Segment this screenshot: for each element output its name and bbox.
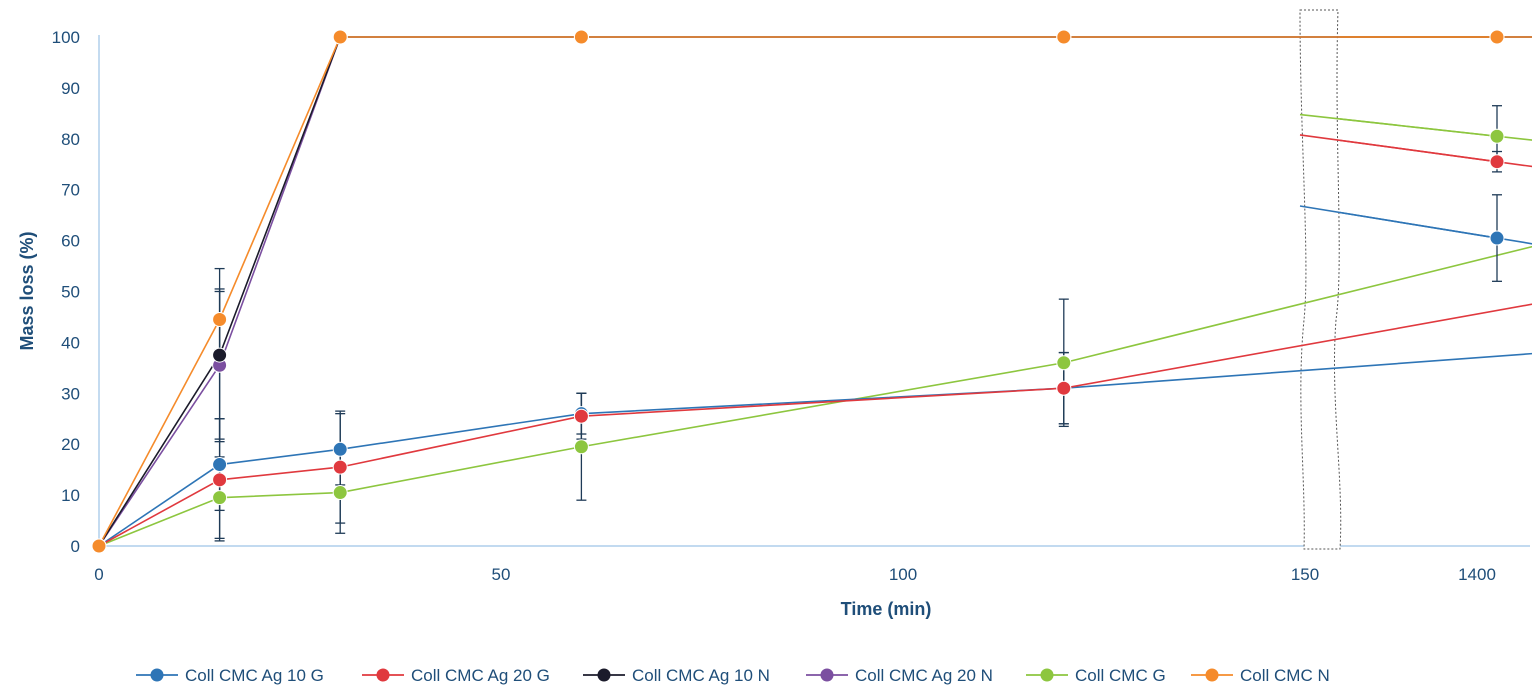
data-point — [1489, 29, 1505, 45]
data-point — [332, 441, 348, 457]
series-line-segment — [1339, 139, 1498, 163]
legend-marker — [150, 668, 164, 682]
legend-item: Coll CMC Ag 20 N — [806, 666, 993, 685]
data-point — [91, 538, 107, 554]
x-tick-labels: 0501001502002503001400 — [94, 565, 1496, 584]
data-points — [91, 29, 1505, 554]
legend-item: Coll CMC Ag 20 G — [362, 666, 550, 685]
legend-label: Coll CMC Ag 10 G — [185, 666, 324, 685]
series-line-segment — [1339, 211, 1498, 239]
y-tick-label: 10 — [61, 486, 80, 505]
legend-marker — [376, 668, 390, 682]
y-tick-label: 100 — [52, 28, 80, 47]
y-tick-label: 70 — [61, 181, 80, 200]
legend: Coll CMC Ag 10 G Coll CMC Ag 20 G Coll CMC… — [136, 666, 1330, 685]
y-tick-label: 80 — [61, 130, 80, 149]
data-point — [1489, 154, 1505, 170]
series-line — [98, 113, 1532, 547]
legend-item: Coll CMC G — [1026, 666, 1166, 685]
y-tick-label: 60 — [61, 232, 80, 251]
series-line — [98, 36, 1532, 547]
series-line — [98, 134, 1532, 547]
x-axis-title: Time (min) — [841, 599, 932, 619]
series-line-segment — [1339, 118, 1498, 138]
axis-break — [1299, 9, 1342, 550]
y-tick-label: 30 — [61, 384, 80, 403]
x-tick-label: 150 — [1291, 565, 1319, 584]
legend-item: Coll CMC Ag 10 N — [583, 666, 770, 685]
y-tick-label: 90 — [61, 79, 80, 98]
data-point — [212, 490, 228, 506]
data-point — [573, 439, 589, 455]
series-line — [98, 205, 1532, 547]
y-tick-labels: 0 10 20 30 40 50 60 70 80 90 100 — [52, 28, 80, 556]
data-point — [212, 472, 228, 488]
axis-break-band — [1299, 9, 1342, 550]
data-point — [212, 457, 228, 473]
data-point — [332, 485, 348, 501]
x-tick-label: 50 — [492, 565, 511, 584]
data-point — [1489, 230, 1505, 246]
data-point — [1056, 29, 1072, 45]
x-tick-label: 100 — [889, 565, 917, 584]
x-tick-label: 0 — [94, 565, 103, 584]
axes — [98, 35, 1530, 547]
data-point — [1056, 355, 1072, 371]
legend-label: Coll CMC Ag 10 N — [632, 666, 770, 685]
legend-label: Coll CMC G — [1075, 666, 1166, 685]
legend-marker — [1205, 668, 1219, 682]
y-tick-label: 50 — [61, 283, 80, 302]
series-lines — [98, 36, 1532, 547]
legend-label: Coll CMC Ag 20 N — [855, 666, 993, 685]
y-tick-label: 0 — [71, 537, 80, 556]
legend-marker — [1040, 668, 1054, 682]
data-point — [1056, 380, 1072, 396]
data-point — [212, 311, 228, 327]
legend-marker — [820, 668, 834, 682]
data-point — [573, 408, 589, 424]
data-point — [332, 29, 348, 45]
data-point — [573, 29, 589, 45]
y-tick-label: 40 — [61, 333, 80, 352]
legend-label: Coll CMC Ag 20 G — [411, 666, 550, 685]
legend-item: Coll CMC Ag 10 G — [136, 666, 324, 685]
y-axis-title: Mass loss (%) — [17, 231, 37, 350]
x-tick-label: 1400 — [1458, 565, 1496, 584]
data-point — [1489, 128, 1505, 144]
y-tick-label: 20 — [61, 435, 80, 454]
data-point — [212, 347, 228, 363]
legend-label: Coll CMC N — [1240, 666, 1330, 685]
data-point — [332, 459, 348, 475]
legend-marker — [597, 668, 611, 682]
legend-item: Coll CMC N — [1191, 666, 1330, 685]
